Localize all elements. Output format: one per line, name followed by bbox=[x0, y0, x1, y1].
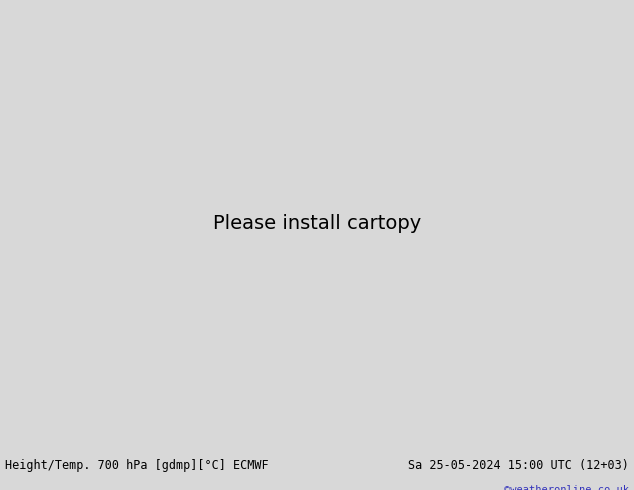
Text: Height/Temp. 700 hPa [gdmp][°C] ECMWF: Height/Temp. 700 hPa [gdmp][°C] ECMWF bbox=[5, 459, 269, 472]
Text: ©weatheronline.co.uk: ©weatheronline.co.uk bbox=[504, 485, 629, 490]
Text: Sa 25-05-2024 15:00 UTC (12+03): Sa 25-05-2024 15:00 UTC (12+03) bbox=[408, 459, 629, 472]
Text: Please install cartopy: Please install cartopy bbox=[213, 214, 421, 233]
